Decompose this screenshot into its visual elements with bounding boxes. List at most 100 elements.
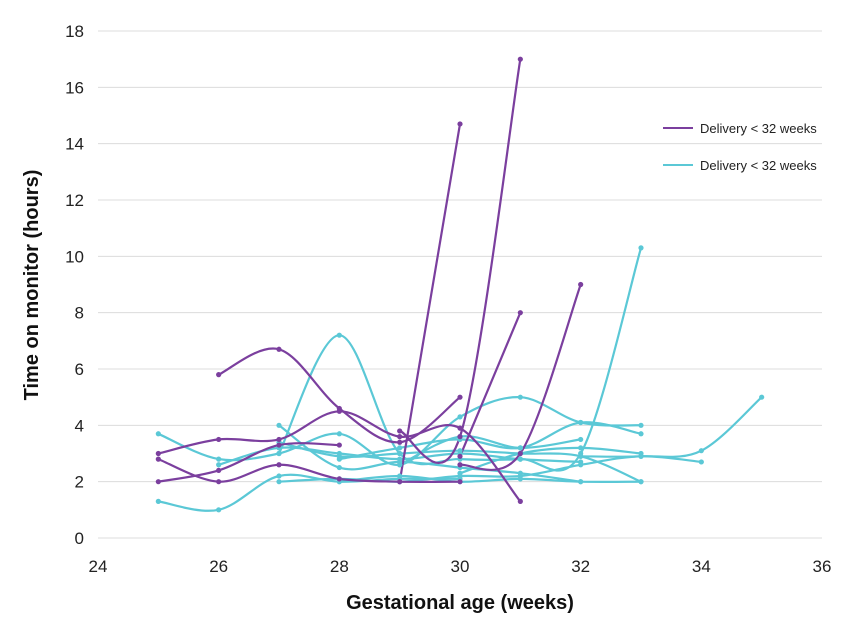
data-point — [397, 473, 403, 479]
data-point — [638, 479, 644, 485]
data-point — [276, 450, 282, 457]
series-line-14 — [338, 421, 643, 461]
data-point — [517, 310, 523, 316]
data-point — [216, 456, 222, 462]
data-point — [457, 394, 463, 400]
data-point — [517, 445, 523, 451]
data-point — [216, 372, 222, 378]
series-points — [155, 56, 765, 513]
data-point — [698, 459, 704, 465]
data-point — [397, 479, 403, 485]
y-tick-label: 8 — [75, 304, 84, 323]
data-point — [276, 479, 282, 485]
data-point — [336, 450, 342, 457]
y-tick-label: 4 — [75, 416, 84, 435]
data-point — [457, 470, 463, 476]
data-point — [397, 439, 403, 445]
data-point — [216, 479, 222, 485]
data-point — [276, 462, 282, 468]
legend: Delivery < 32 weeks Delivery < 32 weeks — [663, 121, 817, 173]
data-point — [276, 422, 282, 428]
data-point — [457, 434, 463, 440]
y-tick-label: 2 — [75, 473, 84, 492]
data-point — [578, 479, 584, 485]
legend-label: Delivery < 32 weeks — [700, 121, 817, 136]
data-point — [457, 453, 463, 459]
data-point — [397, 456, 403, 462]
y-axis-title: Time on monitor (hours) — [21, 170, 43, 401]
data-point — [276, 473, 282, 479]
data-point — [457, 479, 463, 485]
series-line-7 — [157, 458, 462, 483]
data-point — [155, 450, 161, 457]
data-point — [638, 422, 644, 428]
data-point — [578, 445, 584, 451]
data-point — [276, 436, 282, 443]
y-tick-label: 14 — [65, 135, 84, 154]
y-tick-label: 18 — [65, 22, 84, 41]
data-point — [578, 453, 584, 459]
data-point — [638, 431, 644, 437]
data-point — [216, 467, 222, 473]
data-point — [578, 281, 584, 288]
series-line-4 — [217, 347, 462, 444]
data-point — [276, 346, 282, 352]
y-tick-label: 10 — [65, 247, 84, 266]
data-point — [336, 476, 342, 482]
series-line-19 — [458, 446, 643, 475]
data-point — [216, 507, 222, 513]
series-lines — [157, 58, 763, 512]
data-point — [336, 442, 342, 448]
gridlines — [98, 30, 822, 539]
data-point — [517, 470, 523, 476]
series-line-10 — [579, 396, 763, 458]
data-point — [336, 456, 342, 462]
data-point — [397, 445, 403, 451]
x-axis-ticks: 24 26 28 30 32 34 36 — [89, 557, 832, 576]
y-tick-label: 0 — [75, 529, 84, 548]
x-tick-label: 34 — [692, 557, 711, 576]
series-line-11 — [157, 473, 462, 512]
series-line-2 — [458, 311, 522, 458]
data-point — [759, 394, 765, 400]
data-point — [517, 394, 523, 400]
data-point — [457, 425, 463, 431]
y-tick-label: 6 — [75, 360, 84, 379]
data-point — [276, 442, 282, 448]
data-point — [216, 436, 222, 443]
data-point — [638, 245, 644, 251]
data-point — [517, 456, 523, 462]
y-tick-label: 12 — [65, 191, 84, 210]
data-point — [397, 450, 403, 457]
data-point — [155, 431, 161, 437]
x-tick-label: 24 — [89, 557, 108, 576]
legend-label: Delivery < 32 weeks — [700, 158, 817, 173]
y-axis-ticks: 0 2 4 6 8 10 12 14 16 18 — [65, 22, 84, 548]
data-point — [698, 448, 704, 454]
series-line-0 — [398, 58, 522, 465]
y-tick-label: 16 — [65, 78, 84, 97]
data-point — [336, 332, 342, 338]
data-point — [397, 428, 403, 434]
data-point — [517, 476, 523, 482]
data-point — [155, 479, 161, 485]
series-line-16 — [277, 424, 582, 483]
data-point — [457, 462, 463, 468]
series-line-3 — [458, 283, 582, 471]
x-tick-label: 36 — [813, 557, 832, 576]
data-point — [578, 436, 584, 443]
x-tick-label: 28 — [330, 557, 349, 576]
x-axis-title: Gestational age (weeks) — [346, 592, 574, 614]
data-point — [397, 434, 403, 440]
series-line-6 — [157, 442, 341, 483]
series-line-18 — [338, 474, 643, 483]
series-line-1 — [398, 122, 462, 483]
data-point — [457, 414, 463, 420]
data-point — [336, 408, 342, 414]
data-point — [216, 462, 222, 468]
data-point — [336, 464, 342, 471]
data-point — [517, 450, 523, 457]
data-point — [336, 431, 342, 437]
